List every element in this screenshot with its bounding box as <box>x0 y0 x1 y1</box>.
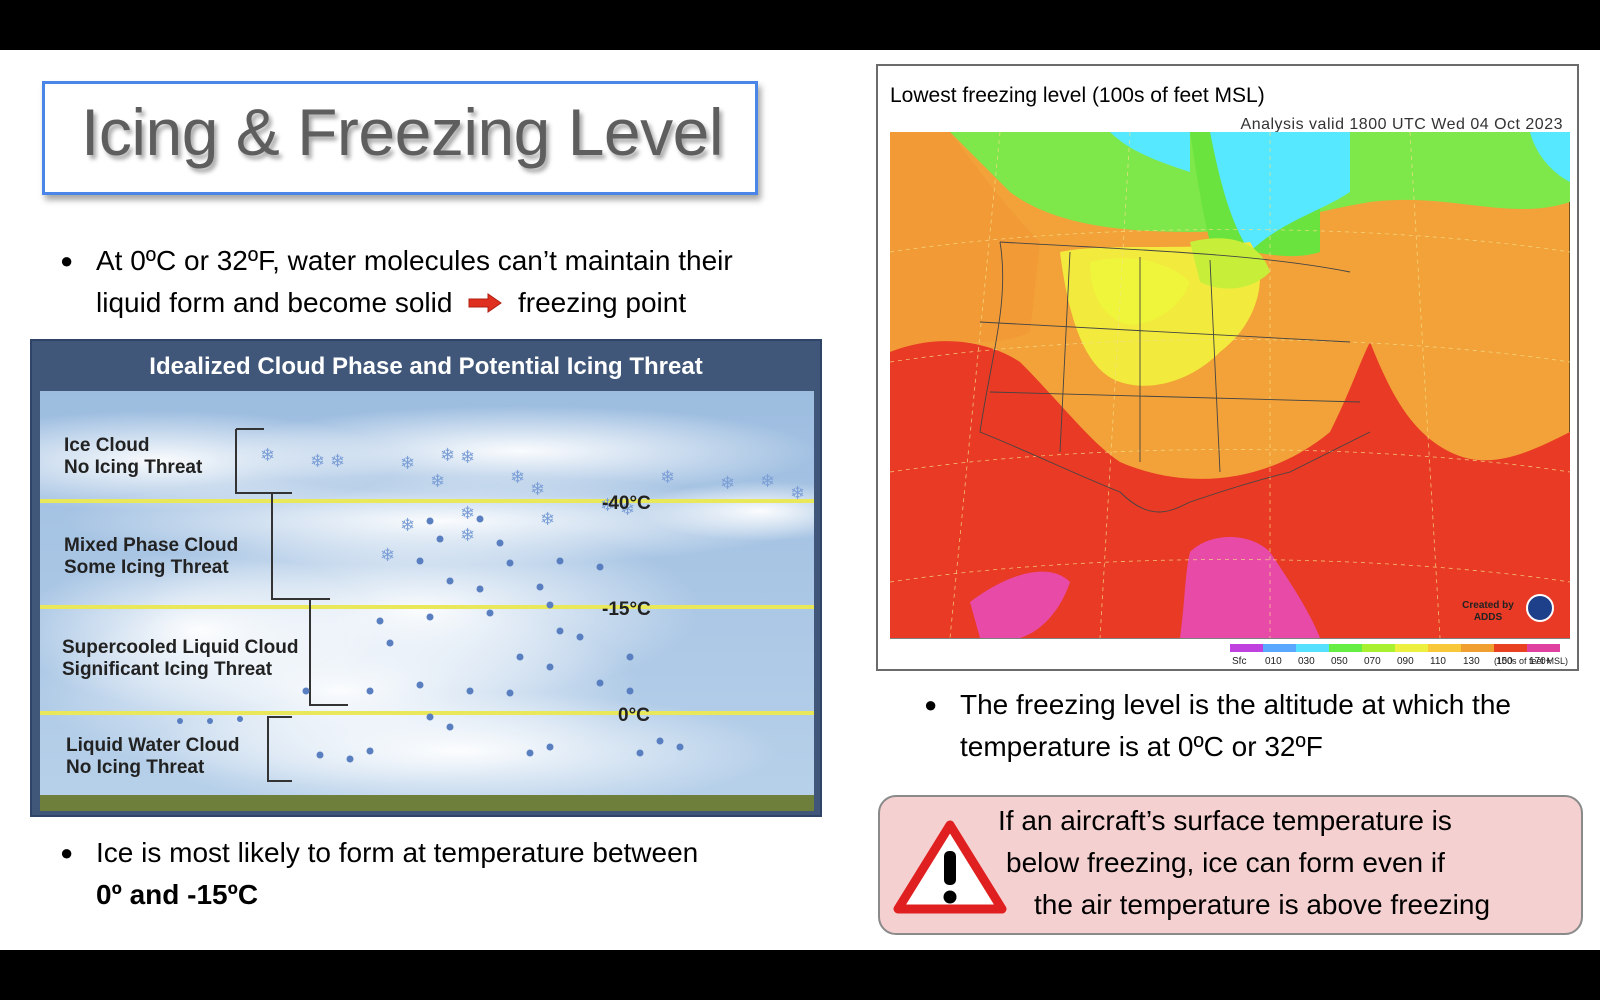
bullet-dot: ● <box>60 248 74 273</box>
legend-label: 050 <box>1331 656 1348 666</box>
freezing-level-map: Lowest freezing level (100s of feet MSL)… <box>876 64 1579 671</box>
bullet-line: The freezing level is the altitude at wh… <box>960 689 1511 720</box>
map-title: Lowest freezing level (100s of feet MSL) <box>890 84 1265 107</box>
credit-line: Created by <box>1462 600 1514 611</box>
zone-label: Supercooled Liquid Cloud <box>62 637 298 658</box>
map-image: Created by ADDS Sfc 010 030 050 070 090 110 130… <box>890 132 1570 666</box>
legend-label: 090 <box>1397 656 1414 666</box>
credit-line: ADDS <box>1474 612 1503 623</box>
legend-swatch <box>1494 644 1527 652</box>
warning-text: the air temperature is above freezing <box>1034 889 1491 920</box>
zone-label: Ice Cloud <box>64 435 150 456</box>
svg-text:❄: ❄ <box>540 509 555 530</box>
svg-text:❄: ❄ <box>530 479 545 500</box>
legend-label: 150 <box>1496 656 1513 666</box>
bullet-line: liquid form and become solid freezing po… <box>96 282 836 324</box>
svg-text:❄: ❄ <box>510 467 525 488</box>
legend-label: 170+ <box>1529 656 1552 666</box>
zone-threat: No Icing Threat <box>66 757 205 778</box>
bullet-text: freezing point <box>517 287 687 318</box>
legend-units: (100s of feet MSL) <box>1494 656 1568 666</box>
noaa-credit: Created by ADDS <box>1462 594 1554 623</box>
legend-label: 130 <box>1463 656 1480 666</box>
legend-swatch <box>1230 644 1263 652</box>
level-label: -40°C <box>602 493 651 514</box>
svg-text:❄: ❄ <box>460 525 475 546</box>
warning-text: If an aircraft’s surface temperature is <box>998 805 1452 836</box>
svg-text:❄: ❄ <box>330 451 345 472</box>
legend-label: 030 <box>1298 656 1315 666</box>
legend-swatch <box>1362 644 1395 652</box>
svg-text:❄: ❄ <box>460 447 475 468</box>
svg-text:❄: ❄ <box>440 445 455 466</box>
svg-text:❄: ❄ <box>760 471 775 492</box>
legend-swatch <box>1395 644 1428 652</box>
legend-swatch <box>1329 644 1362 652</box>
bullet-text: liquid form and become solid <box>96 287 453 318</box>
legend-swatch <box>1461 644 1494 652</box>
zone-threat: No Icing Threat <box>64 457 203 478</box>
level-label: -15°C <box>602 599 651 620</box>
bullet-dot: ● <box>60 840 74 865</box>
svg-text:❄: ❄ <box>260 445 275 466</box>
svg-text:❄: ❄ <box>400 453 415 474</box>
legend-label: 010 <box>1265 656 1282 666</box>
legend-swatch <box>1296 644 1329 652</box>
legend-swatch <box>1263 644 1296 652</box>
cloud-phase-diagram: Idealized Cloud Phase and Potential Icin… <box>30 339 822 817</box>
bullet-dot: ● <box>924 692 938 717</box>
svg-text:❄: ❄ <box>430 471 445 492</box>
bullet-icing-range: ● Ice is most likely to form at temperat… <box>60 832 816 916</box>
bullet-line: Ice is most likely to form at temperatur… <box>96 837 699 868</box>
legend-label: 110 <box>1430 656 1446 666</box>
cloud-illustration: ❄ ❄ ❄ ❄ ❄ ❄ ❄ ❄❄ ❄ ❄ ❄ ❄❄ ❄ ❄❄ ❄ ❄❄ <box>40 391 814 811</box>
svg-text:❄: ❄ <box>380 545 395 566</box>
zone-label: Liquid Water Cloud <box>66 735 239 756</box>
legend-label: Sfc <box>1232 656 1246 666</box>
title-box: Icing & Freezing Level <box>42 81 758 195</box>
svg-text:❄: ❄ <box>310 451 325 472</box>
map-legend: Sfc 010 030 050 070 090 110 130 150 170+(100s of … <box>1230 644 1568 666</box>
warning-callout: If an aircraft’s surface temperature is … <box>878 795 1583 935</box>
warning-text: below freezing, ice can form even if <box>1006 847 1445 878</box>
right-arrow-icon <box>468 292 503 313</box>
warning-triangle-icon <box>893 820 1007 914</box>
page-title: Icing & Freezing Level <box>81 95 724 169</box>
legend-swatch <box>1527 644 1560 652</box>
diagram-heading: Idealized Cloud Phase and Potential Icin… <box>149 353 703 380</box>
slide: Icing & Freezing Level ● At 0ºC or 32ºF,… <box>0 50 1600 950</box>
legend-swatch <box>1428 644 1461 652</box>
bullet-line: temperature is at 0ºC or 32ºF <box>960 731 1323 762</box>
svg-text:❄: ❄ <box>720 473 735 494</box>
svg-text:❄: ❄ <box>660 467 675 488</box>
bullet-freezing-level: ● The freezing level is the altitude at … <box>924 684 1590 768</box>
bullet-line: At 0ºC or 32ºF, water molecules can’t ma… <box>96 245 733 276</box>
svg-text:❄: ❄ <box>790 483 805 504</box>
zone-label: Mixed Phase Cloud <box>64 535 238 556</box>
bullet-line: 0º and -15ºC <box>96 879 259 910</box>
zone-threat: Some Icing Threat <box>64 557 229 578</box>
svg-text:❄: ❄ <box>600 495 615 516</box>
level-label: 0°C <box>618 705 650 726</box>
zone-threat: Significant Icing Threat <box>62 659 273 680</box>
bullet-freezing-point: ● At 0ºC or 32ºF, water molecules can’t … <box>60 240 836 324</box>
noaa-logo-icon <box>1526 594 1554 622</box>
legend-label: 070 <box>1364 656 1381 666</box>
svg-text:❄: ❄ <box>620 499 635 520</box>
map-subtitle: Analysis valid 1800 UTC Wed 04 Oct 2023 <box>1240 116 1563 133</box>
svg-text:❄: ❄ <box>460 503 475 524</box>
svg-text:❄: ❄ <box>400 515 415 536</box>
